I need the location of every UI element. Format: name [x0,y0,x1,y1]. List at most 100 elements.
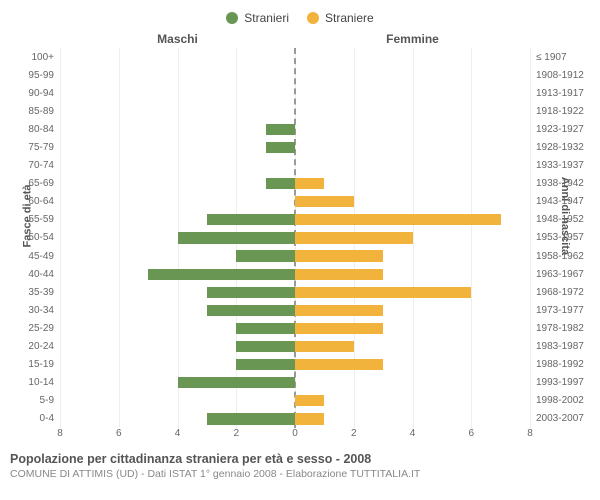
male-bar [207,413,295,424]
table-row [60,66,295,84]
birth-label: 1938-1942 [536,175,600,193]
x-tick: 2 [351,428,357,439]
female-bar [295,287,471,298]
legend-swatch-female [307,12,319,24]
table-row [60,193,295,211]
table-row [60,120,295,138]
female-bar [295,269,383,280]
male-bar [207,214,295,225]
age-labels: 100+95-9990-9485-8980-8475-7970-7465-696… [0,48,60,428]
x-axis: 864202468 [0,428,600,446]
table-row [295,338,530,356]
legend-item-male: Stranieri [226,11,289,25]
table-row [60,338,295,356]
male-bar [178,377,296,388]
table-row [295,120,530,138]
birth-label: 1983-1987 [536,338,600,356]
male-bar [207,287,295,298]
age-label: 25-29 [0,319,54,337]
male-bar [266,124,295,135]
table-row [295,48,530,66]
birth-label: 1958-1962 [536,247,600,265]
female-bar [295,250,383,261]
x-tick: 2 [233,428,239,439]
age-label: 45-49 [0,247,54,265]
female-bars [295,48,530,428]
table-row [60,283,295,301]
legend-label-male: Stranieri [244,11,289,25]
table-row [60,265,295,283]
table-row [60,301,295,319]
table-row [295,374,530,392]
table-row [60,229,295,247]
table-row [60,157,295,175]
table-row [295,265,530,283]
table-row [60,410,295,428]
birth-label: 1948-1952 [536,211,600,229]
age-label: 60-64 [0,193,54,211]
table-row [60,392,295,410]
table-row [60,356,295,374]
x-tick: 6 [468,428,474,439]
age-label: 0-4 [0,410,54,428]
male-bar [266,142,295,153]
female-bar [295,214,501,225]
x-tick: 0 [292,428,298,439]
table-row [295,175,530,193]
age-label: 35-39 [0,283,54,301]
x-tick: 4 [175,428,181,439]
male-bar [178,232,296,243]
birth-year-labels: ≤ 19071908-19121913-19171918-19221923-19… [530,48,600,428]
chart-container: Fasce di età Anni di nascita Stranieri S… [0,0,600,500]
age-label: 90-94 [0,84,54,102]
age-label: 95-99 [0,66,54,84]
age-label: 100+ [0,48,54,66]
legend-swatch-male [226,12,238,24]
female-bar [295,323,383,334]
male-bar [266,178,295,189]
legend-item-female: Straniere [307,11,374,25]
birth-label: 1988-1992 [536,356,600,374]
birth-label: 1973-1977 [536,301,600,319]
legend: Stranieri Straniere [0,0,600,30]
birth-label: 1908-1912 [536,66,600,84]
birth-label: 2003-2007 [536,410,600,428]
birth-label: 1978-1982 [536,319,600,337]
female-bar [295,232,413,243]
male-bar [236,323,295,334]
table-row [60,48,295,66]
table-row [295,193,530,211]
male-bar [236,341,295,352]
chart-body: 100+95-9990-9485-8980-8475-7970-7465-696… [0,48,600,428]
age-label: 5-9 [0,392,54,410]
header-maschi: Maschi [60,32,295,46]
header-femmine: Femmine [295,32,530,46]
table-row [60,374,295,392]
male-bar [148,269,295,280]
table-row [295,410,530,428]
table-row [295,84,530,102]
female-bar [295,341,354,352]
age-label: 15-19 [0,356,54,374]
birth-label: 1928-1932 [536,138,600,156]
x-tick: 6 [116,428,122,439]
table-row [60,175,295,193]
legend-label-female: Straniere [325,11,374,25]
age-label: 75-79 [0,138,54,156]
male-bar [236,359,295,370]
table-row [60,84,295,102]
age-label: 30-34 [0,301,54,319]
age-label: 55-59 [0,211,54,229]
female-bar [295,413,324,424]
birth-label: 1943-1947 [536,193,600,211]
x-axis-ticks: 864202468 [60,428,530,446]
birth-label: 1963-1967 [536,265,600,283]
table-row [295,138,530,156]
table-row [295,356,530,374]
age-label: 70-74 [0,157,54,175]
male-bar [207,305,295,316]
table-row [295,66,530,84]
birth-label: ≤ 1907 [536,48,600,66]
female-bar [295,359,383,370]
birth-label: 1968-1972 [536,283,600,301]
